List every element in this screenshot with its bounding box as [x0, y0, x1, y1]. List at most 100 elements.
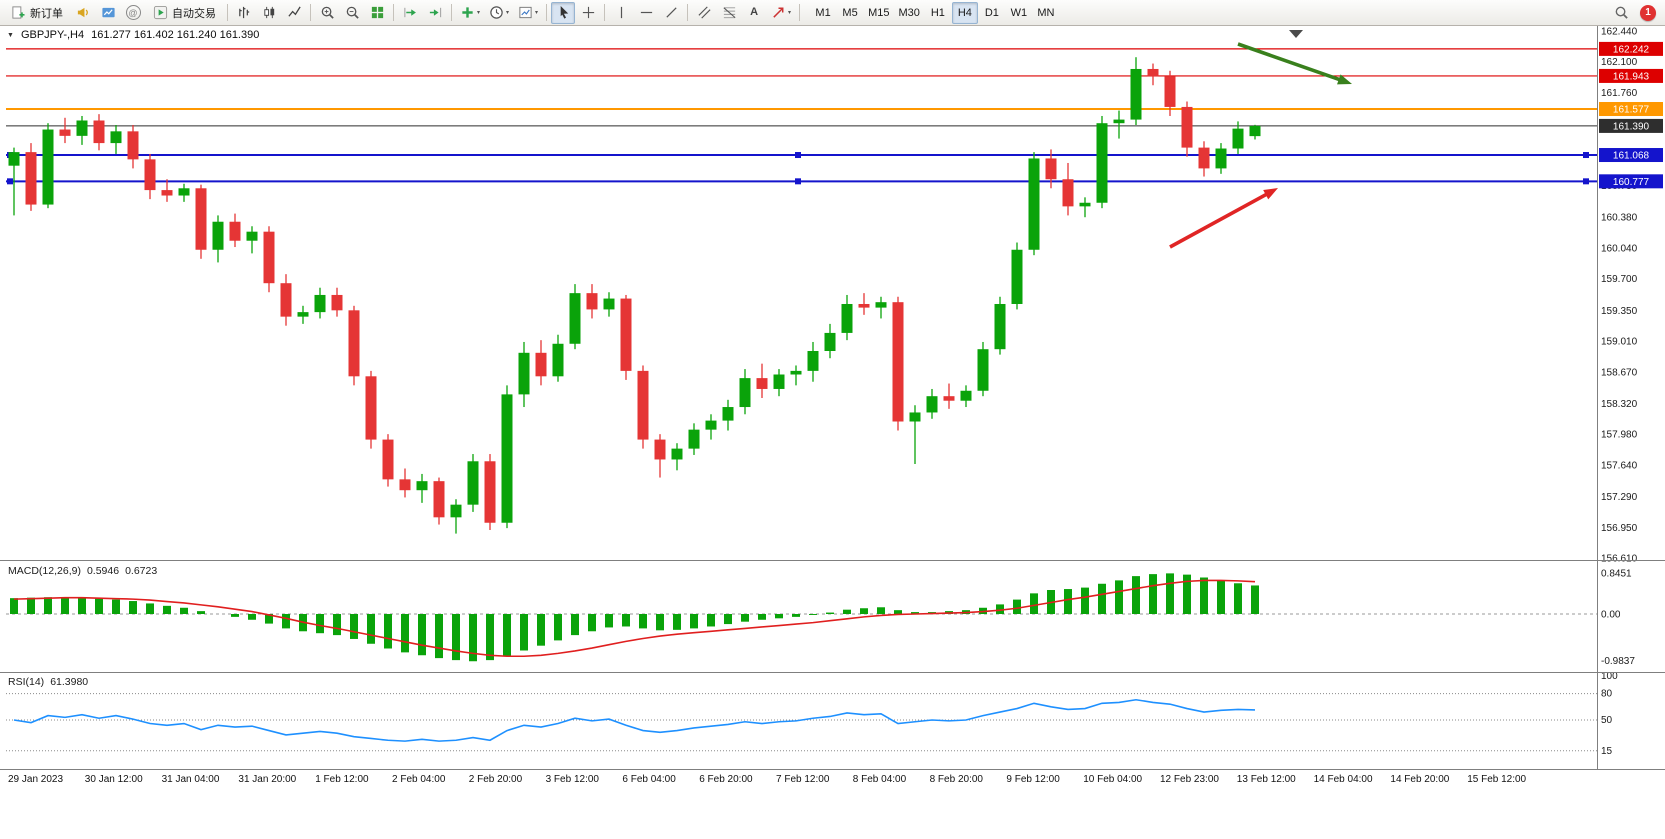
bar-chart-icon — [237, 5, 252, 20]
timeframe-d1-button[interactable]: D1 — [984, 6, 999, 19]
support-line-1-handle[interactable] — [1583, 152, 1589, 159]
candles-layer — [8, 57, 1261, 534]
text-tool-button[interactable]: A — [742, 2, 766, 24]
separator — [227, 4, 228, 21]
toolbar-right-group: 1 — [1609, 2, 1661, 24]
time-tick-label: 31 Jan 04:00 — [162, 774, 220, 785]
candle-body — [739, 378, 751, 408]
time-tick-label: 9 Feb 12:00 — [1006, 774, 1060, 785]
candle-body — [365, 376, 377, 440]
support-line-2-badge-label: 160.777 — [1613, 177, 1650, 188]
crosshair-button[interactable] — [576, 2, 600, 24]
new-order-button[interactable]: 新订单 — [4, 2, 70, 24]
tile-windows-button[interactable] — [365, 2, 389, 24]
candle-body — [603, 298, 615, 310]
timeframe-m5-button[interactable]: M5 — [842, 6, 858, 19]
cursor-button[interactable] — [551, 1, 576, 24]
templates-button[interactable]: ▾ — [514, 2, 542, 24]
downtrend-arrow[interactable] — [1237, 42, 1352, 85]
time-tick-label: 14 Feb 04:00 — [1314, 774, 1373, 785]
hline-objects — [6, 48, 1597, 185]
candle-body — [722, 407, 734, 421]
zoom-in-button[interactable] — [315, 2, 339, 24]
candle-body — [790, 370, 802, 375]
expand-arrow-icon[interactable]: ▼ — [7, 31, 14, 39]
candle-body — [1079, 202, 1091, 207]
support-line-2-handle[interactable] — [7, 178, 13, 185]
vertical-line-tool-button[interactable] — [609, 2, 633, 24]
timeframe-h4-button[interactable]: H4 — [951, 1, 978, 24]
megaphone-button[interactable] — [71, 2, 95, 24]
timeframe-m30-button[interactable]: M30 — [898, 6, 920, 19]
autotrading-button[interactable]: 自动交易 — [146, 2, 223, 24]
chart-shift-button[interactable] — [423, 2, 447, 24]
time-tick-label: 15 Feb 12:00 — [1467, 774, 1526, 785]
notification-badge[interactable]: 1 — [1640, 4, 1656, 21]
community-button[interactable]: @ — [121, 2, 145, 24]
bar-chart-button[interactable] — [232, 2, 256, 24]
support-line-2-handle[interactable] — [795, 178, 801, 185]
time-tick-label: 10 Feb 04:00 — [1083, 774, 1142, 785]
zoom-in-icon — [320, 5, 335, 20]
candle-body — [1147, 68, 1159, 77]
candle-body — [654, 439, 666, 460]
macd-name: MACD(12,26,9) — [8, 565, 81, 577]
rsi-axis-label: 100 — [1601, 671, 1618, 682]
text-tool-icon: A — [750, 6, 759, 18]
chart-shift-marker[interactable] — [1289, 30, 1303, 38]
timeframe-h1-button[interactable]: H1 — [930, 6, 945, 19]
channel-tool-button[interactable] — [692, 2, 716, 24]
candle-body — [484, 461, 496, 523]
candle-body — [892, 302, 904, 422]
time-axis[interactable] — [0, 770, 1597, 790]
time-tick-label: 12 Feb 23:00 — [1160, 774, 1219, 785]
macd-axis-label: 0.8451 — [1601, 568, 1632, 579]
resistance-line-2-badge — [1599, 68, 1663, 83]
time-tick-label: 2 Feb 04:00 — [392, 774, 446, 785]
separator — [687, 4, 689, 21]
timeframe-mn-button[interactable]: MN — [1037, 6, 1055, 19]
candlestick-chart-button[interactable] — [257, 2, 281, 24]
line-chart-button[interactable] — [282, 2, 306, 24]
bounce-arrow[interactable] — [1169, 188, 1278, 249]
candle-body — [280, 283, 292, 317]
shapes-tool-button[interactable]: ▾ — [767, 2, 795, 24]
timeframe-w1-button[interactable]: W1 — [1010, 6, 1028, 19]
indicators-button[interactable]: ▾ — [456, 2, 484, 24]
search-button[interactable] — [1609, 2, 1633, 24]
separator — [604, 4, 606, 21]
timeframe-m15-button[interactable]: M15 — [868, 6, 890, 19]
zoom-out-button[interactable] — [340, 2, 364, 24]
bounce-arrow-head[interactable] — [1263, 188, 1278, 200]
candle-body — [926, 396, 938, 413]
time-tick-label: 1 Feb 12:00 — [315, 774, 369, 785]
autoscroll-button[interactable] — [398, 2, 422, 24]
downtrend-arrow-shaft[interactable] — [1237, 42, 1346, 84]
community-icon: @ — [125, 5, 141, 20]
periods-button[interactable]: ▾ — [485, 2, 513, 24]
timeframe-group: M1 M5 M15 M30 H1 H4 D1 W1 MN — [810, 1, 1059, 24]
downtrend-arrow-head[interactable] — [1337, 74, 1352, 85]
price-tick-label: 160.380 — [1601, 213, 1638, 224]
support-line-2-badge — [1599, 174, 1663, 189]
candle-body — [110, 131, 122, 144]
trendline-tool-button[interactable] — [659, 2, 683, 24]
fibonacci-tool-button[interactable] — [717, 2, 741, 24]
template-icon — [518, 5, 533, 20]
time-tick-label: 6 Feb 04:00 — [622, 774, 676, 785]
time-tick-label: 2 Feb 20:00 — [469, 774, 523, 785]
chart-window-button[interactable] — [96, 2, 120, 24]
rsi-name: RSI(14) — [8, 676, 45, 688]
bounce-arrow-shaft[interactable] — [1169, 190, 1273, 249]
support-line-1-handle[interactable] — [795, 152, 801, 159]
horizontal-line-tool-button[interactable] — [634, 2, 658, 24]
candle-body — [977, 349, 989, 391]
candle-body — [331, 294, 343, 311]
support-line-2-handle[interactable] — [1583, 178, 1589, 185]
candle-body — [773, 374, 785, 389]
timeframe-m1-button[interactable]: M1 — [815, 6, 831, 19]
chart-window-icon — [101, 5, 116, 20]
price-axis[interactable] — [1597, 26, 1665, 770]
clock-icon — [489, 5, 504, 20]
